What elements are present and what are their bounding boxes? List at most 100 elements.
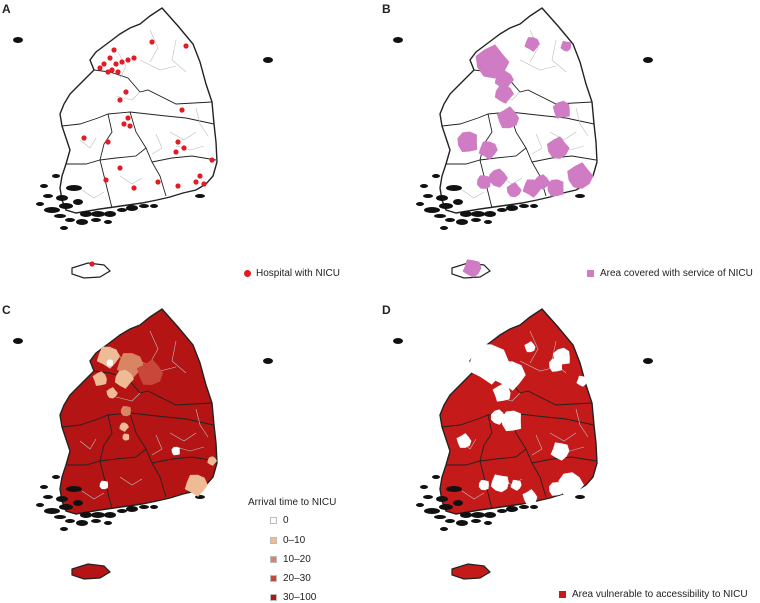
coastal-island [484,512,496,518]
coastal-island [66,185,82,191]
coastal-island [117,509,127,513]
coastal-island [91,519,101,523]
coastal-island [13,338,23,344]
panel-b: B Area covered with service of NICU [380,0,760,301]
map-hospitals [13,7,273,279]
coastal-island [439,203,453,209]
province-border [129,412,167,498]
panel-a: A Hospital with NICU [0,0,380,301]
district-border [195,107,209,137]
district-border [151,434,163,456]
coastal-island [54,515,66,519]
arrival-zone [207,456,217,466]
district-border [117,51,127,79]
coverage-area [535,174,550,190]
hospital-marker [105,139,111,145]
coastal-island [65,519,75,523]
district-border [115,392,141,402]
district-border [79,438,97,450]
coastal-island [393,338,403,344]
province-border [99,414,113,462]
hospital-marker [89,261,95,267]
hospital-marker [209,157,215,163]
accessible-area [478,480,489,491]
hospital-marker [179,107,185,113]
district-border [151,133,163,155]
coastal-island [13,37,23,43]
arrival-zone [136,359,163,385]
district-border [169,131,197,141]
coverage-area [489,168,508,188]
coastal-island [440,527,448,531]
coastal-island [54,214,66,218]
map-coverage [393,7,653,279]
hospital-marker-icon [244,270,251,277]
swatch-icon [270,556,277,563]
accessible-area [501,410,522,432]
coverage-area [477,175,491,189]
arrival-class-label: 0 [283,515,289,526]
coastal-island [36,503,44,507]
accessible-area [491,409,506,425]
coastal-island [519,505,529,509]
coastal-island [52,174,60,178]
coastal-island [575,495,585,499]
district-border [171,340,187,374]
accessible-area [522,489,538,504]
coastal-island [497,509,507,513]
swatch-icon [270,594,277,601]
district-border [81,490,105,500]
district-border [519,59,557,71]
legend-hospital-label: Hospital with NICU [256,268,340,279]
accessible-area [510,479,522,491]
district-border [529,330,539,364]
coastal-island [393,37,403,43]
coverage-area [494,84,514,104]
coastal-island [104,521,112,525]
coverage-area [547,136,570,159]
hospital-marker [183,43,189,49]
district-border [115,91,141,101]
hospital-marker [125,115,131,121]
province-border [446,448,527,466]
coastal-island [440,226,448,230]
hospital-marker [193,179,199,185]
coastal-island [80,211,92,217]
accessible-area [550,442,570,461]
coastal-island [423,194,433,198]
coastal-island [471,519,481,523]
coastal-island [150,204,158,208]
coastal-island [56,195,68,201]
legend-vulnerable: Area vulnerable to accessibility to NICU [559,589,748,600]
coastal-island [471,512,485,518]
coastal-island [104,220,112,224]
hospital-marker [103,177,109,183]
arrival-class-4: 30–100 [270,592,316,603]
coastal-island [453,500,463,506]
coastal-island [460,512,472,518]
legend-hospital: Hospital with NICU [244,268,340,279]
province-border [446,147,527,165]
coastal-island [416,503,424,507]
accessible-area [492,383,511,402]
coastal-island [416,202,424,206]
coastal-island [432,174,440,178]
hospital-marker [117,97,123,103]
district-border [169,432,197,442]
arrival-zone [119,422,129,432]
coastal-island [104,211,116,217]
coastal-island [40,485,48,489]
hospital-marker [131,55,137,61]
province-border [66,147,147,165]
hospital-marker [121,121,127,127]
map-arrival-time [13,308,273,580]
coastal-island [456,520,468,526]
district-border [529,29,539,63]
coverage-area [475,44,510,79]
legend-vulnerable-label: Area vulnerable to accessibility to NICU [572,589,748,600]
coastal-island [439,504,453,510]
coastal-island [60,226,68,230]
arrival-class-2: 10–20 [270,554,311,565]
coastal-island [43,194,53,198]
hospital-marker [197,173,203,179]
